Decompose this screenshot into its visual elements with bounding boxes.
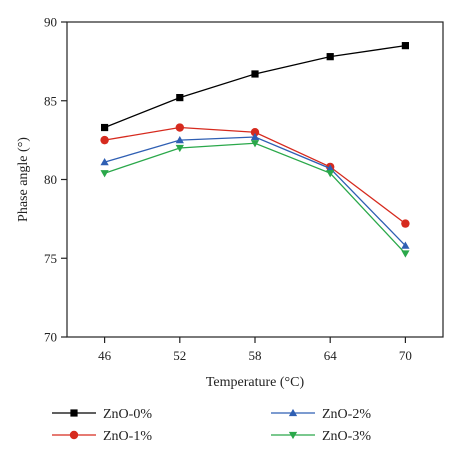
plot-border [66,21,444,338]
series-line [104,136,406,247]
series-zno-3- [100,140,410,258]
data-point [251,70,259,78]
series-line [104,142,406,254]
data-point [250,140,260,148]
data-point [100,158,109,166]
data-point [69,430,79,440]
x-axis: 46 52 58 64 70 [98,337,412,363]
data-point [326,170,335,178]
y-tick-label: 70 [44,330,57,345]
legend: ZnO-0% ZnO-1% ZnO-2% ZnO-3% [52,407,371,444]
data-point [250,128,260,137]
legend-item: ZnO-1% [52,429,152,444]
data-point [100,170,109,178]
data-point [175,135,184,144]
y-tick-label: 80 [44,172,57,187]
data-point [401,250,410,258]
data-point [70,409,78,417]
legend-label: ZnO-0% [103,407,152,422]
data-point [401,42,409,50]
y-axis: 70 75 80 85 90 [44,15,67,345]
series-zno-0- [101,42,409,132]
y-tick-label: 85 [44,93,57,108]
legend-label: ZnO-1% [103,429,152,444]
y-axis-label: Phase angle (°) [16,137,31,222]
data-point [175,123,184,132]
legend-label: ZnO-2% [322,407,371,422]
data-point [176,94,184,102]
legend-item: ZnO-3% [271,429,371,444]
y-tick-label: 75 [44,251,57,266]
data-point [326,164,335,172]
x-tick-label: 64 [324,348,338,363]
series-layer [100,42,410,258]
legend-item: ZnO-0% [52,407,152,422]
data-point [401,241,410,249]
series-zno-2- [100,132,410,249]
x-tick-label: 58 [249,348,262,363]
data-point [100,135,109,145]
legend-label: ZnO-3% [322,429,371,444]
data-point [288,408,298,417]
data-point [288,431,298,440]
plot-area [66,21,444,338]
x-tick-label: 46 [98,348,112,363]
data-point [401,219,410,228]
x-tick-label: 52 [173,348,186,363]
x-axis-label: Temperature (°C) [206,375,305,390]
legend-item: ZnO-2% [271,407,371,422]
data-point [326,53,334,61]
y-tick-label: 90 [44,15,57,30]
series-line [104,44,406,129]
data-point [250,132,260,141]
x-tick-label: 70 [399,348,412,363]
data-point [175,144,184,153]
data-point [101,123,109,132]
